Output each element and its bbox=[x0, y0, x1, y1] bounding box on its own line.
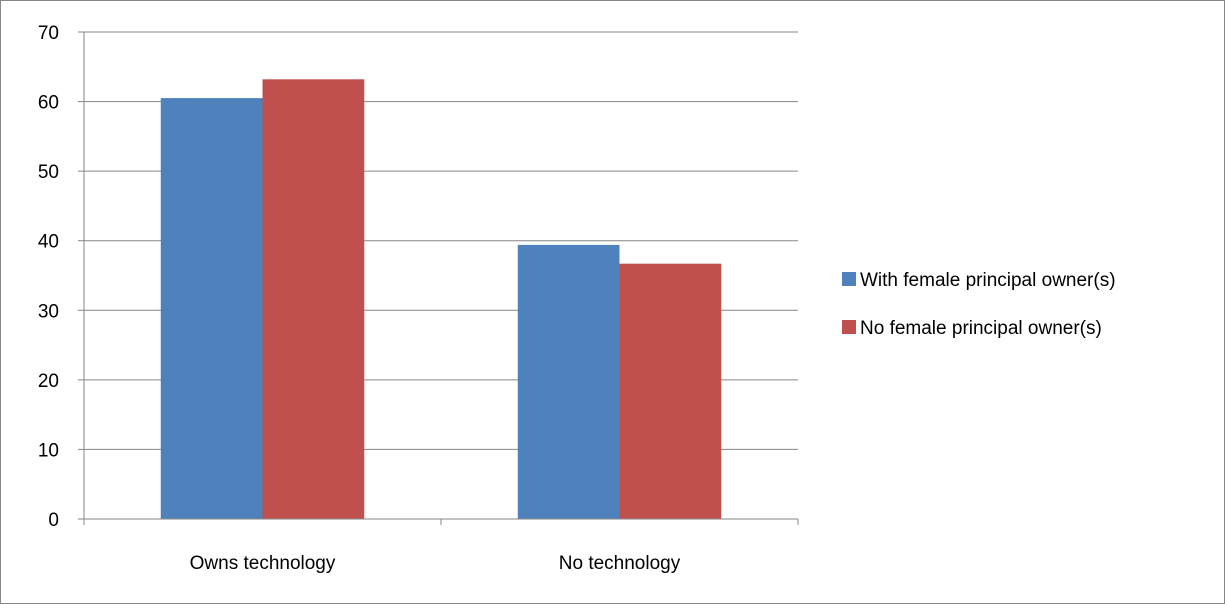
axes bbox=[78, 31, 799, 525]
y-tick-label: 50 bbox=[38, 162, 59, 183]
legend-label: With female principal owner(s) bbox=[860, 270, 1116, 291]
y-tick-label: 10 bbox=[38, 440, 59, 461]
y-tick-label: 70 bbox=[38, 23, 59, 44]
x-category-label: No technology bbox=[559, 553, 681, 574]
legend-swatch bbox=[842, 320, 856, 334]
y-tick-label: 0 bbox=[48, 510, 59, 531]
bar bbox=[619, 263, 722, 519]
y-tick-label: 40 bbox=[38, 232, 59, 253]
bars bbox=[160, 79, 722, 520]
y-tick-label: 20 bbox=[38, 371, 59, 392]
bar bbox=[517, 244, 620, 520]
legend: With female principal owner(s) No female … bbox=[842, 270, 1116, 339]
y-tick-label: 30 bbox=[38, 301, 59, 322]
legend-swatch bbox=[842, 272, 856, 286]
x-axis-category-labels: Owns technology No technology bbox=[190, 553, 681, 574]
bar bbox=[160, 98, 263, 519]
bar bbox=[262, 79, 365, 520]
y-tick-label: 60 bbox=[38, 93, 59, 114]
x-category-label: Owns technology bbox=[190, 553, 336, 574]
y-axis-tick-labels: 0 10 20 30 40 50 60 70 bbox=[38, 23, 59, 531]
legend-label: No female principal owner(s) bbox=[860, 318, 1102, 339]
